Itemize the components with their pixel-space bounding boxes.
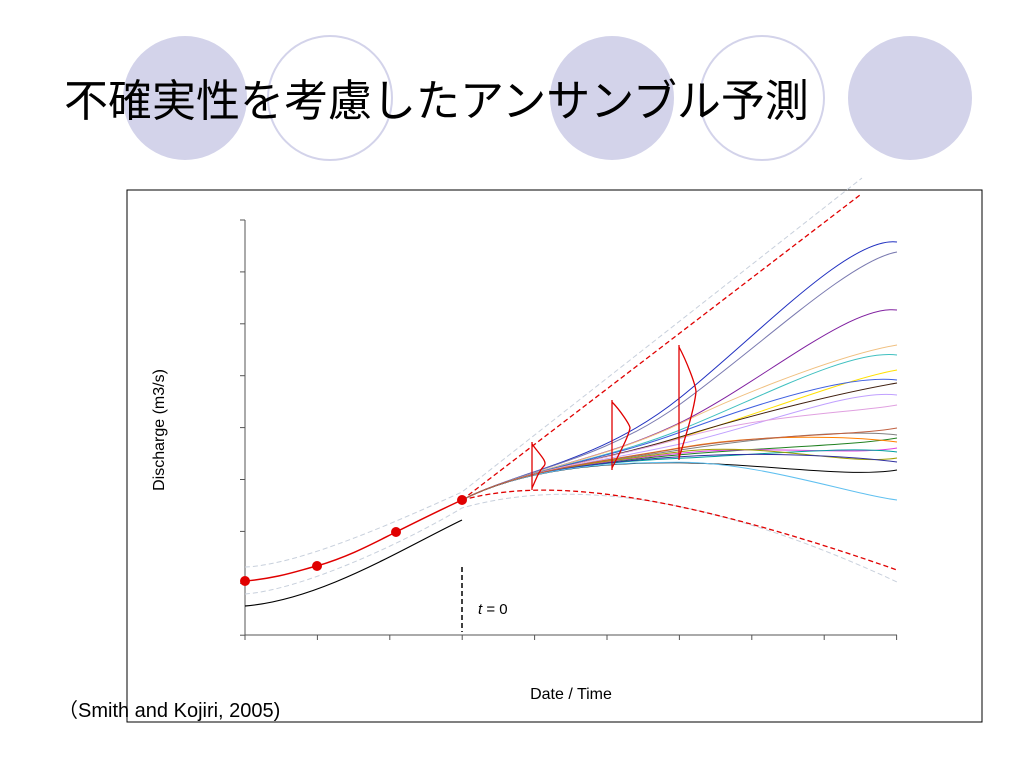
t0-label: t = 0 — [478, 601, 508, 618]
observed-point — [457, 495, 467, 505]
circle — [267, 35, 393, 161]
simulated-past — [244, 519, 463, 607]
lower-bound — [461, 489, 898, 571]
ensemble-member — [461, 427, 898, 501]
dist-curve — [611, 401, 631, 469]
observed-point — [240, 576, 250, 586]
figure-frame — [126, 189, 983, 723]
circle — [699, 35, 825, 161]
upper-bound — [461, 194, 861, 501]
citation: （Smith and Kojiri, 2005) — [58, 699, 280, 722]
decor-circles — [123, 35, 972, 161]
envelope — [244, 177, 863, 568]
ensemble-member — [461, 251, 898, 501]
dist-curve — [678, 346, 697, 459]
slide-title: 不確実性を考慮したアンサンブル予測 — [64, 77, 809, 126]
t0-var: t — [478, 601, 483, 618]
x-axis-label: Date / Time — [530, 686, 612, 703]
curves — [240, 177, 898, 607]
y-axis-label: Discharge (m3/s) — [151, 369, 168, 491]
observed-point — [312, 561, 322, 571]
circle — [550, 36, 674, 160]
observed-point — [391, 527, 401, 537]
dist-curve — [531, 443, 546, 489]
circle — [123, 36, 247, 160]
t0-rest: = 0 — [486, 601, 507, 618]
observed — [244, 499, 463, 582]
circle — [848, 36, 972, 160]
axes — [240, 219, 898, 640]
